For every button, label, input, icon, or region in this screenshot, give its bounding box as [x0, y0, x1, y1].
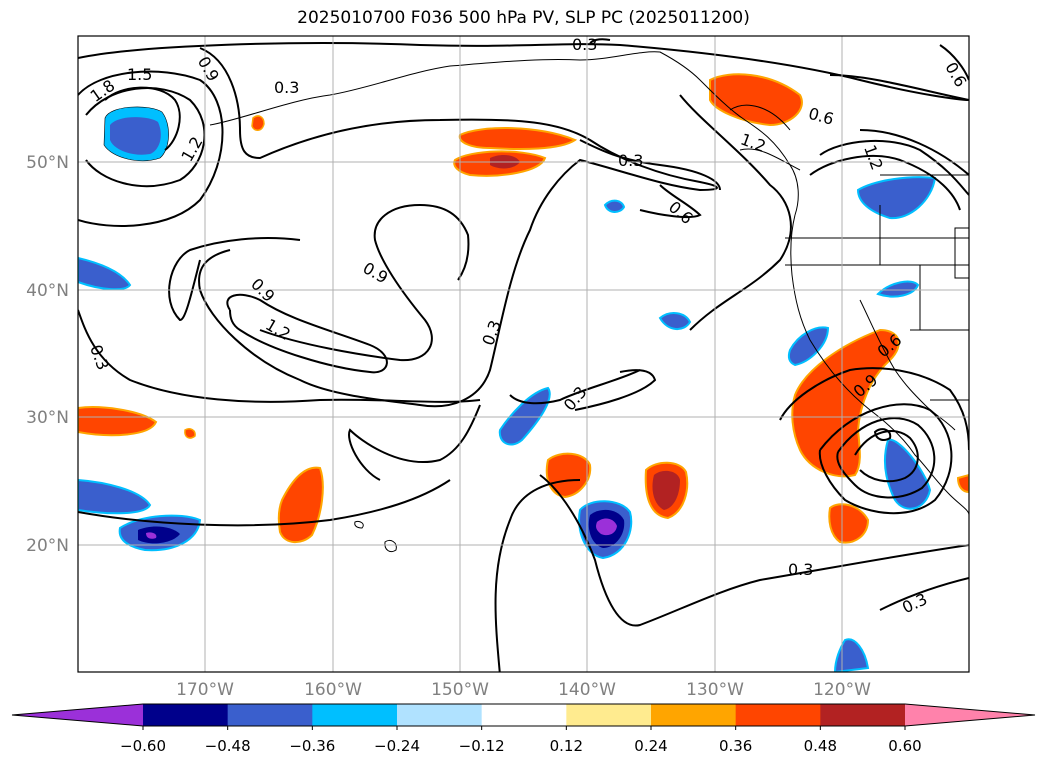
coastlines: [209, 51, 969, 553]
colorbar-segment: [312, 704, 398, 726]
colorbar-segment: [566, 704, 652, 726]
colorbar-tick-label: 0.24: [634, 737, 668, 755]
contour-label: 0.3: [899, 589, 930, 617]
colorbar-tick-label: 0.60: [888, 737, 922, 755]
lon-label-170w: 170°W: [176, 680, 234, 700]
graticule: [78, 36, 969, 672]
colorbar-tick-label: 0.48: [803, 737, 838, 755]
contour-label: 0.3: [572, 35, 597, 54]
contour-label: 0.3: [788, 560, 813, 579]
colorbar-extend-max: [905, 704, 1035, 726]
lon-label-120w: 120°W: [813, 680, 871, 700]
lat-label-30n: 30°N: [26, 408, 69, 428]
lat-label-40n: 40°N: [26, 281, 69, 301]
pv-anomaly-fill: [78, 73, 969, 672]
colorbar-tick-label: 0.36: [718, 737, 753, 755]
lon-label-160w: 160°W: [304, 680, 362, 700]
contour-label: 1.8: [87, 76, 119, 106]
colorbar-tick-label: 0.12: [549, 737, 584, 755]
contour-label: 0.9: [247, 274, 278, 305]
contour-label: 0.3: [274, 78, 299, 97]
colorbar-segment: [397, 704, 483, 726]
contour-label: 0.3: [560, 383, 591, 415]
contour-label: 1.2: [860, 142, 887, 172]
colorbar-segment: [820, 704, 906, 726]
colorbar: [11, 703, 1036, 730]
lon-label-140w: 140°W: [558, 680, 616, 700]
colorbar-tick-label: −0.60: [120, 737, 166, 755]
colorbar-segment: [735, 704, 821, 726]
contour-label: 0.6: [665, 197, 697, 228]
contour-label: 0.3: [618, 151, 643, 170]
colorbar-tick-label: −0.24: [374, 737, 420, 755]
contour-label: 1.2: [177, 133, 206, 165]
colorbar-tick-label: −0.12: [458, 737, 505, 755]
colorbar-tick-label: −0.36: [289, 737, 336, 755]
contour-label: 1.5: [127, 65, 152, 84]
lat-label-50n: 50°N: [26, 153, 69, 173]
contour-label: 0.6: [806, 104, 836, 129]
slp-contours: [78, 38, 969, 672]
colorbar-segment: [651, 704, 737, 726]
colorbar-segment: [143, 704, 229, 726]
lon-label-130w: 130°W: [686, 680, 744, 700]
map-title: 2025010700 F036 500 hPa PV, SLP PC (2025…: [297, 8, 750, 28]
contour-label: 0.9: [360, 258, 392, 287]
colorbar-extend-min: [12, 704, 143, 726]
colorbar-tick-label: −0.48: [204, 737, 251, 755]
colorbar-segment: [227, 704, 313, 726]
lat-label-20n: 20°N: [26, 536, 69, 556]
lon-label-150w: 150°W: [431, 680, 489, 700]
contour-label: 0.3: [86, 342, 113, 372]
map-frame: [77, 35, 970, 673]
colorbar-segment: [481, 704, 567, 726]
contour-label: 0.6: [941, 59, 970, 91]
